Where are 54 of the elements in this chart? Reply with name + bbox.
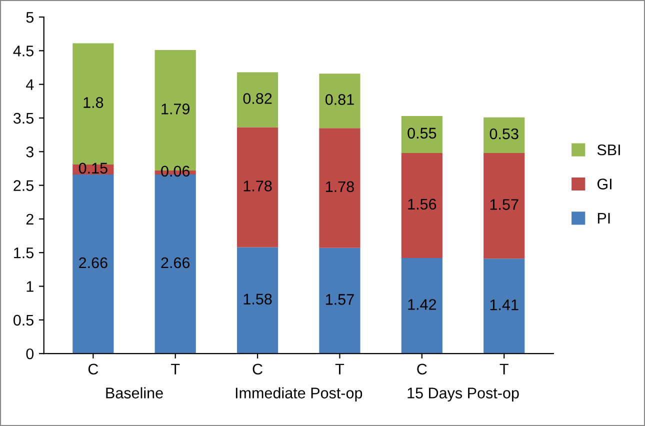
bar: [401, 258, 442, 354]
y-tick-label: 4.5: [13, 46, 34, 56]
y-tick-label: 1.5: [14, 248, 34, 258]
bar: [401, 116, 442, 153]
x-tick-label: C: [88, 364, 98, 375]
data-label: 0.81: [325, 94, 354, 105]
x-tick-label: C: [252, 364, 262, 375]
data-label: 1.56: [408, 198, 436, 210]
bar: [319, 74, 360, 128]
bar: [319, 248, 360, 354]
text: 15 Days Post-op: [408, 388, 519, 402]
x-tick-label: T: [171, 364, 180, 374]
data-label: 1.78: [244, 180, 272, 192]
data-label: 0.55: [408, 128, 436, 139]
legend-label: SBI: [597, 144, 620, 156]
bar: [484, 258, 525, 354]
legend-label: PI: [598, 212, 610, 224]
data-label: 1.41: [490, 300, 518, 310]
text: Baseline: [106, 387, 163, 398]
y-tick-label: 1: [26, 281, 34, 292]
y-tick-label: 5: [26, 12, 34, 23]
y-tick-label: 3: [26, 146, 34, 158]
bar: [236, 127, 278, 248]
data-label: 2.66: [79, 257, 108, 268]
bar: [236, 247, 278, 354]
data-label: 2.66: [161, 257, 190, 268]
bar: [72, 43, 114, 164]
legend-label: GI: [597, 178, 612, 190]
x-tick-label: C: [417, 364, 427, 375]
bar: [484, 117, 525, 153]
data-label: 0.15: [78, 162, 108, 174]
data-label: 1.58: [244, 294, 272, 305]
bar: [72, 174, 114, 354]
y-tick-label: 0: [26, 348, 34, 360]
bar: [236, 72, 278, 128]
data-label: 1.79: [162, 104, 190, 114]
bar: [319, 128, 360, 248]
bar: [401, 153, 442, 258]
data-label: 1.57: [490, 199, 518, 210]
data-label: 1.57: [326, 294, 354, 305]
x-tick-label: T: [500, 364, 508, 374]
bar: [484, 153, 525, 259]
y-tick-label: 0.5: [14, 314, 34, 326]
data-label: 0.53: [490, 128, 518, 140]
y-tick-label: 3.5: [13, 112, 34, 124]
data-label: 1.78: [326, 181, 354, 192]
text: Immediate Post-op: [236, 387, 362, 402]
y-tick-label: 2: [26, 214, 34, 224]
x-tick-label: T: [335, 364, 344, 374]
y-tick-label: 2.5: [14, 180, 34, 191]
y-tick-label: 4: [26, 79, 34, 90]
data-label: 1.42: [408, 299, 436, 310]
data-label: 1.8: [84, 97, 104, 108]
data-label: 0.82: [243, 93, 272, 104]
